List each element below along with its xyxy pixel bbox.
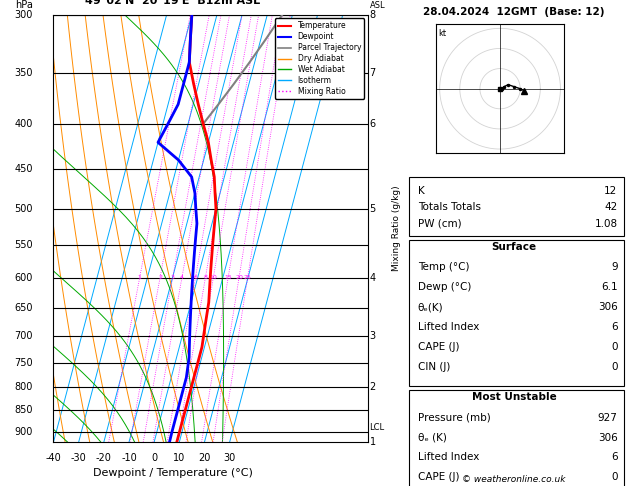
- Text: 6: 6: [370, 119, 376, 129]
- Text: Dewpoint / Temperature (°C): Dewpoint / Temperature (°C): [93, 468, 253, 478]
- Text: 550: 550: [14, 240, 33, 250]
- Text: Totals Totals: Totals Totals: [418, 202, 481, 212]
- Text: 30: 30: [223, 453, 236, 463]
- Text: Most Unstable: Most Unstable: [472, 392, 557, 402]
- Text: 10: 10: [173, 453, 186, 463]
- Text: 300: 300: [14, 10, 33, 19]
- Text: 6: 6: [611, 452, 618, 463]
- Text: km
ASL: km ASL: [370, 0, 385, 10]
- Text: 350: 350: [14, 68, 33, 78]
- Text: θₑ (K): θₑ (K): [418, 433, 447, 443]
- Text: 650: 650: [14, 303, 33, 313]
- Text: LCL: LCL: [370, 423, 385, 432]
- Text: 25: 25: [243, 276, 252, 280]
- Text: 20: 20: [235, 276, 243, 280]
- Text: PW (cm): PW (cm): [418, 219, 462, 229]
- Text: 1: 1: [138, 276, 142, 280]
- Text: -20: -20: [96, 453, 112, 463]
- Text: 3: 3: [170, 276, 175, 280]
- Text: 0: 0: [151, 453, 157, 463]
- Text: 306: 306: [598, 433, 618, 443]
- Legend: Temperature, Dewpoint, Parcel Trajectory, Dry Adiabat, Wet Adiabat, Isotherm, Mi: Temperature, Dewpoint, Parcel Trajectory…: [275, 18, 364, 99]
- Text: 7: 7: [370, 68, 376, 78]
- Bar: [409, 390, 625, 486]
- Text: Surface: Surface: [492, 242, 537, 252]
- Text: Pressure (mb): Pressure (mb): [418, 413, 491, 423]
- Text: 12: 12: [604, 186, 618, 195]
- Text: 28.04.2024  12GMT  (Base: 12): 28.04.2024 12GMT (Base: 12): [423, 7, 605, 17]
- Text: 20: 20: [198, 453, 211, 463]
- Text: 5: 5: [370, 204, 376, 214]
- Text: CAPE (J): CAPE (J): [418, 472, 459, 483]
- Text: Lifted Index: Lifted Index: [418, 322, 479, 332]
- Text: 6.1: 6.1: [601, 282, 618, 293]
- Text: 927: 927: [598, 413, 618, 423]
- Text: 1: 1: [370, 437, 376, 447]
- Text: 1.08: 1.08: [594, 219, 618, 229]
- Text: 900: 900: [14, 427, 33, 437]
- Bar: [409, 240, 625, 386]
- Text: -30: -30: [70, 453, 87, 463]
- Text: 0: 0: [611, 362, 618, 372]
- Text: 49°02'N  20°19'E  B12m ASL: 49°02'N 20°19'E B12m ASL: [86, 0, 260, 6]
- Text: 400: 400: [14, 119, 33, 129]
- Text: -10: -10: [121, 453, 137, 463]
- Text: Dewp (°C): Dewp (°C): [418, 282, 471, 293]
- Text: 6: 6: [611, 322, 618, 332]
- Text: © weatheronline.co.uk: © weatheronline.co.uk: [462, 474, 566, 484]
- Text: 450: 450: [14, 164, 33, 174]
- Text: 4: 4: [370, 273, 376, 283]
- Text: 306: 306: [598, 302, 618, 312]
- Text: 3: 3: [370, 331, 376, 341]
- Text: 0: 0: [611, 342, 618, 352]
- Bar: [409, 177, 625, 236]
- Text: 0: 0: [611, 472, 618, 483]
- Text: 42: 42: [604, 202, 618, 212]
- Text: 8: 8: [203, 276, 208, 280]
- Text: θₑ(K): θₑ(K): [418, 302, 443, 312]
- Text: kt: kt: [438, 30, 447, 38]
- Text: 2: 2: [158, 276, 162, 280]
- Text: Mixing Ratio (g/kg): Mixing Ratio (g/kg): [392, 186, 401, 271]
- Text: Lifted Index: Lifted Index: [418, 452, 479, 463]
- Text: 15: 15: [225, 276, 232, 280]
- Text: -40: -40: [45, 453, 62, 463]
- Text: 700: 700: [14, 331, 33, 341]
- Text: hPa: hPa: [15, 0, 33, 10]
- Text: 2: 2: [370, 382, 376, 392]
- Text: 6: 6: [194, 276, 198, 280]
- Text: Temp (°C): Temp (°C): [418, 262, 469, 273]
- Text: 8: 8: [370, 10, 376, 19]
- Text: 9: 9: [611, 262, 618, 273]
- Text: 850: 850: [14, 405, 33, 415]
- Text: 800: 800: [14, 382, 33, 392]
- Text: K: K: [418, 186, 425, 195]
- Text: CIN (J): CIN (J): [418, 362, 450, 372]
- Text: CAPE (J): CAPE (J): [418, 342, 459, 352]
- Text: 4: 4: [180, 276, 184, 280]
- Text: 750: 750: [14, 358, 33, 367]
- Text: 10: 10: [209, 276, 217, 280]
- Text: 500: 500: [14, 204, 33, 214]
- Text: 600: 600: [14, 273, 33, 283]
